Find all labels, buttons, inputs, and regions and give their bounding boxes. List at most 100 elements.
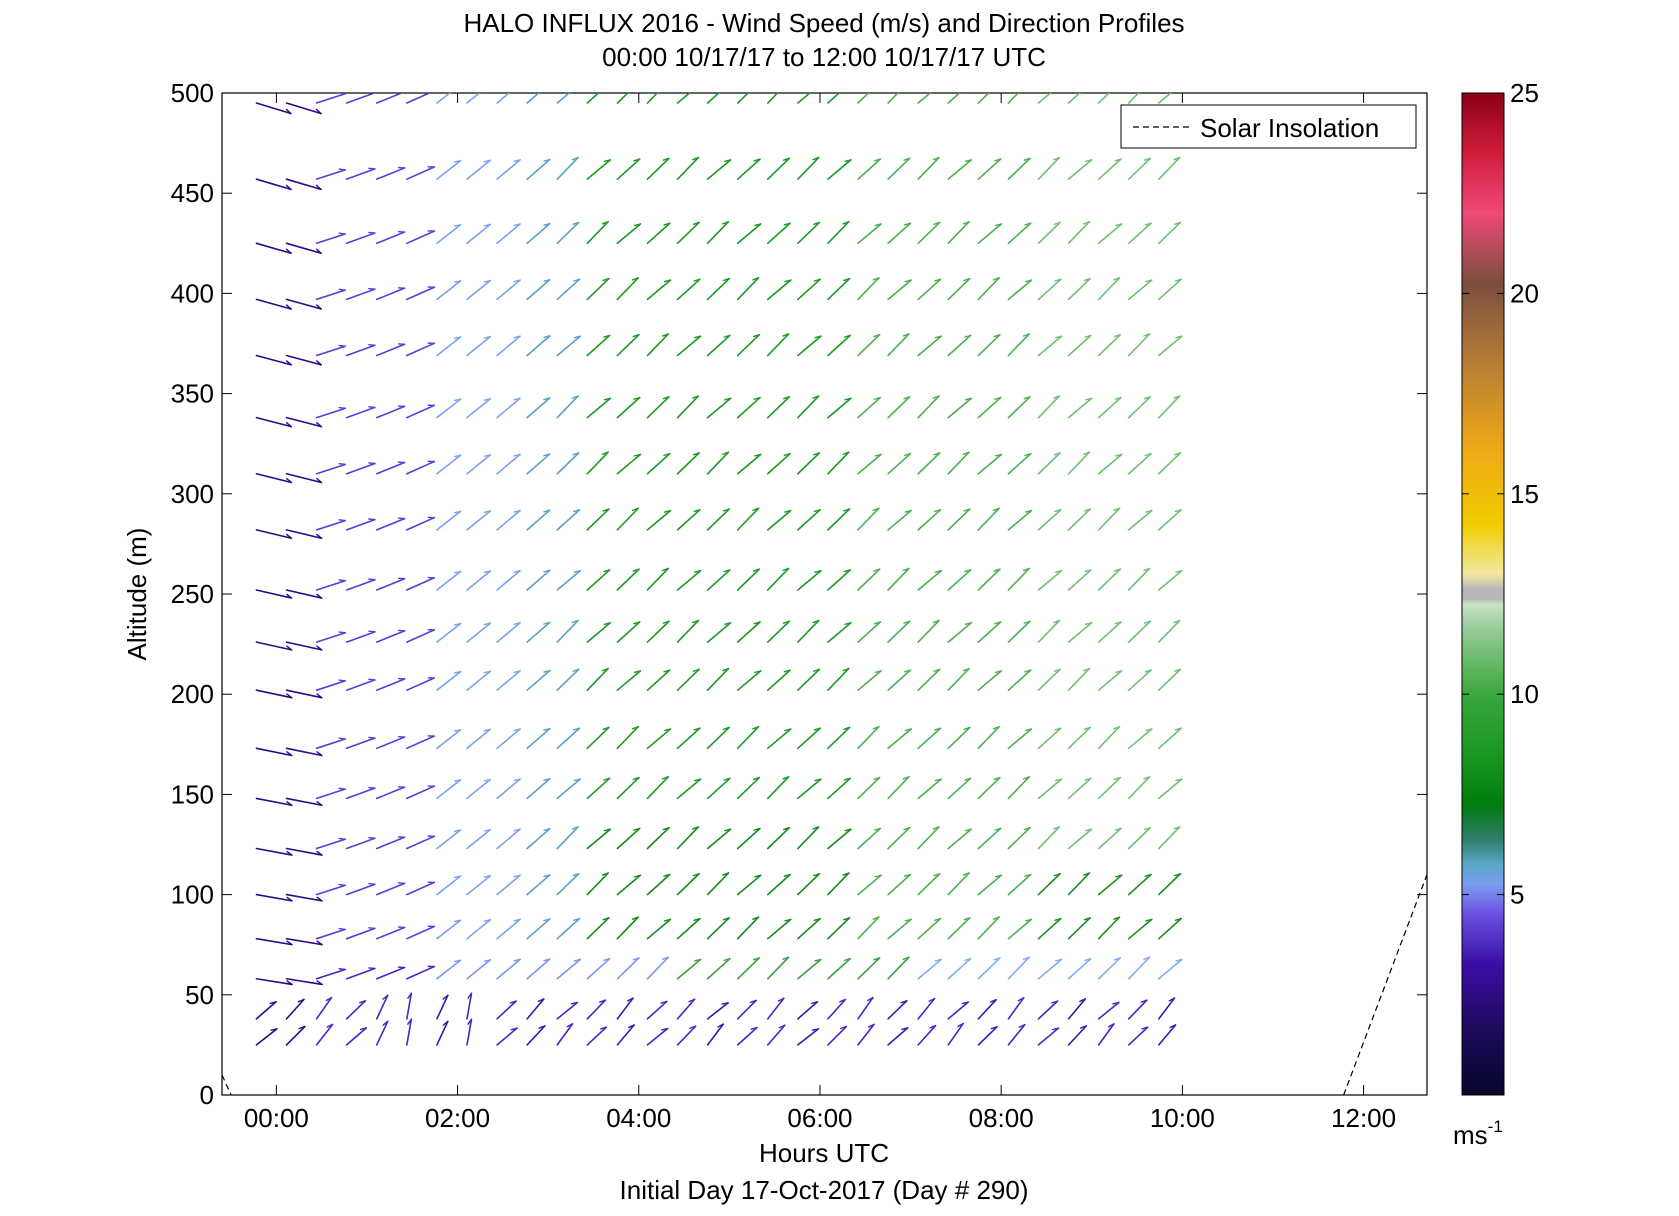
legend-box xyxy=(1120,104,1417,149)
wind-vector-head xyxy=(1113,776,1121,781)
wind-vector-head xyxy=(633,874,642,878)
wind-vector-head xyxy=(1084,569,1092,573)
wind-vector xyxy=(646,1000,668,1020)
wind-vector xyxy=(496,670,521,691)
wind-vector-head xyxy=(754,223,762,227)
wind-vector xyxy=(766,333,790,357)
y-tick-label: 100 xyxy=(171,880,214,910)
wind-vector-head xyxy=(572,668,580,672)
wind-vector-head xyxy=(722,508,730,512)
wind-vector-head xyxy=(994,670,1003,674)
wind-vector-head xyxy=(453,829,462,833)
wind-vector xyxy=(466,223,492,245)
wind-vector-head xyxy=(1054,958,1063,962)
wind-vector xyxy=(857,1023,875,1046)
wind-vector-head xyxy=(286,896,293,902)
wind-vector xyxy=(917,826,940,850)
wind-vector xyxy=(857,776,881,800)
wind-vector-head xyxy=(286,940,293,946)
wind-vector xyxy=(1007,997,1025,1020)
wind-vector xyxy=(315,463,346,475)
wind-vector-head xyxy=(903,452,912,457)
wind-vector xyxy=(375,287,406,301)
wind-vector xyxy=(285,298,322,310)
wind-vector xyxy=(616,776,640,800)
wind-vector-head xyxy=(572,452,580,456)
wind-vector xyxy=(827,726,851,750)
wind-vector-head xyxy=(1113,957,1121,961)
wind-vector-head xyxy=(368,883,376,886)
wind-vector xyxy=(736,670,762,691)
wind-vector-head xyxy=(964,334,972,338)
wind-vector-head xyxy=(513,335,521,339)
wind-vector xyxy=(285,847,323,856)
wind-vector-head xyxy=(513,728,521,732)
colorbar-tick-label: 25 xyxy=(1510,78,1539,108)
wind-vector-head xyxy=(483,728,492,732)
wind-vector xyxy=(285,472,323,484)
wind-vector-head xyxy=(814,335,822,339)
wind-vector xyxy=(345,837,376,850)
wind-vector-head xyxy=(286,751,293,757)
wind-vector xyxy=(436,398,462,419)
wind-vector xyxy=(1127,776,1151,800)
wind-vector xyxy=(1127,509,1153,531)
wind-vector-head xyxy=(1084,957,1092,962)
wind-vector xyxy=(586,777,611,800)
wind-vector-head xyxy=(453,336,462,340)
wind-vector-head xyxy=(543,569,551,573)
wind-vector-head xyxy=(964,397,972,401)
wind-vector-head xyxy=(872,277,880,281)
wind-vector-head xyxy=(904,728,912,732)
wind-vector xyxy=(466,728,492,750)
wind-vector-head xyxy=(543,279,551,283)
wind-vector-head xyxy=(1051,1027,1060,1031)
wind-vector-head xyxy=(843,334,851,338)
wind-vector xyxy=(706,957,731,980)
wind-vector-head xyxy=(874,223,882,227)
wind-vector-head xyxy=(989,999,997,1003)
wind-vector xyxy=(345,168,376,180)
wind-vector-head xyxy=(842,221,850,225)
wind-vector xyxy=(466,778,492,800)
wind-vector-head xyxy=(543,778,551,782)
wind-vector xyxy=(586,999,607,1020)
wind-vector xyxy=(736,568,761,591)
wind-vector xyxy=(556,569,582,591)
wind-vector xyxy=(766,873,791,896)
wind-vector-head xyxy=(286,422,292,428)
wind-vector xyxy=(917,335,942,357)
wind-vector-head xyxy=(873,957,881,961)
wind-vector-head xyxy=(964,828,972,832)
wind-vector xyxy=(406,342,436,357)
wind-vector-head xyxy=(1083,221,1091,225)
footer-label: Initial Day 17-Oct-2017 (Day # 290) xyxy=(620,1175,1029,1205)
wind-vector-head xyxy=(1174,873,1182,877)
wind-vector-head xyxy=(692,221,700,226)
wind-vector xyxy=(706,508,731,531)
wind-vector-head xyxy=(325,996,333,1002)
wind-vector-head xyxy=(338,679,346,682)
wind-vector-head xyxy=(573,917,581,921)
wind-vector-head xyxy=(782,956,790,960)
wind-vector-head xyxy=(543,669,551,673)
wind-vector-head xyxy=(694,778,702,782)
wind-vector xyxy=(1158,778,1183,800)
wind-vector xyxy=(646,918,672,940)
wind-vector-head xyxy=(603,622,611,625)
wind-vector xyxy=(1037,619,1061,643)
wind-vector xyxy=(375,1020,389,1046)
wind-vector-head xyxy=(1143,396,1152,400)
wind-vector-head xyxy=(964,957,972,962)
wind-vector xyxy=(526,998,545,1020)
wind-vector-head xyxy=(963,508,971,512)
wind-vector xyxy=(797,668,821,691)
wind-vector-head xyxy=(338,579,346,582)
wind-vector-head xyxy=(752,776,760,781)
wind-vector-head xyxy=(270,1028,278,1031)
wind-vector-head xyxy=(1143,620,1152,624)
wind-vector-head xyxy=(368,462,376,465)
wind-vector-head xyxy=(483,622,492,626)
wind-vector-head xyxy=(601,221,609,225)
wind-vector-head xyxy=(778,1024,786,1029)
